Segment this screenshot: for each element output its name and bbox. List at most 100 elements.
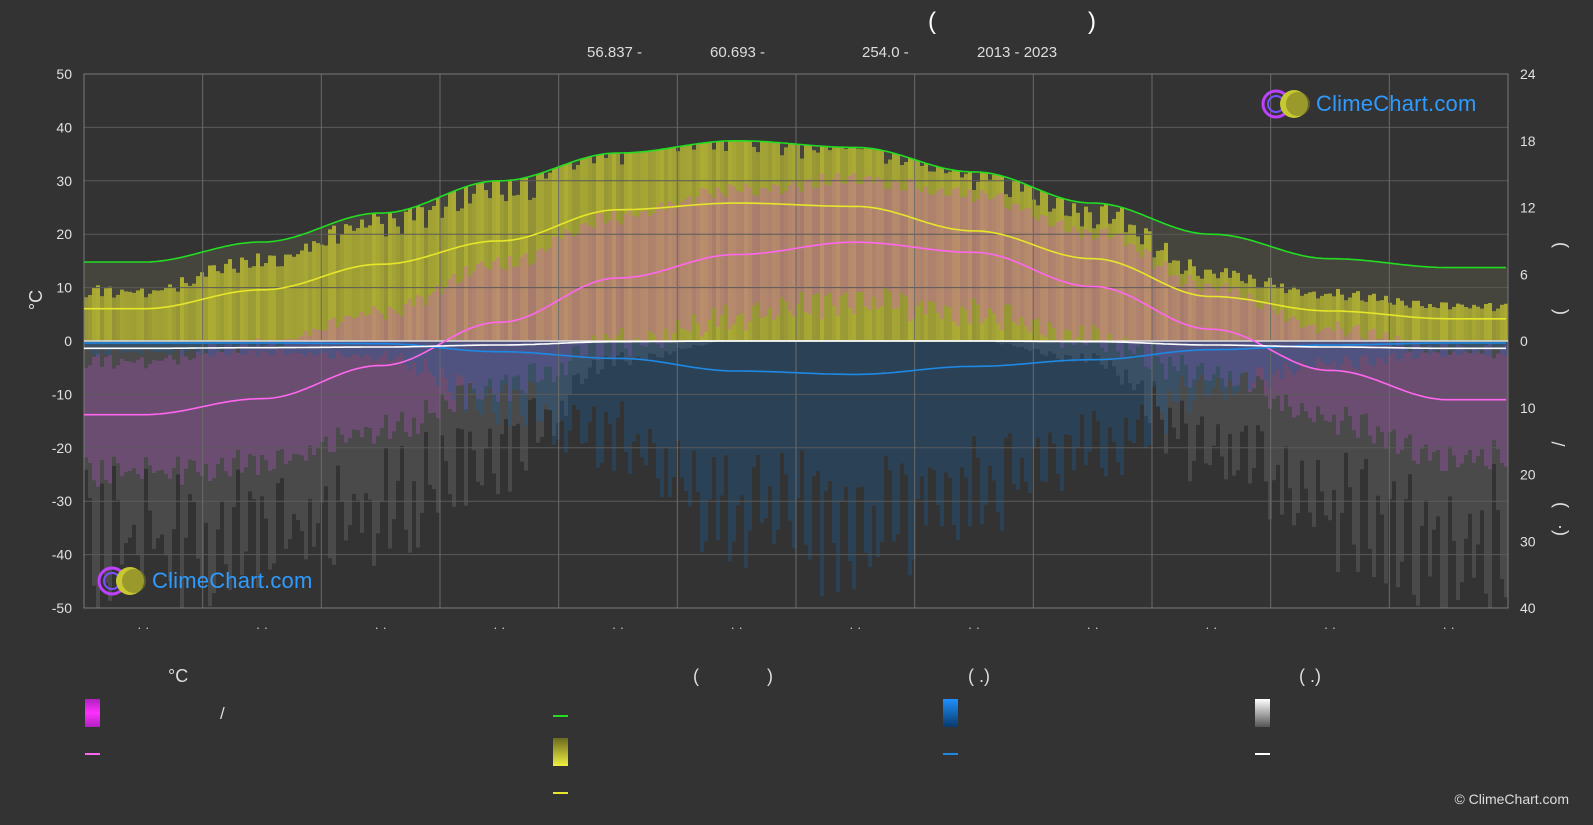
rain-strip: [1200, 341, 1204, 376]
rain-strip: [1344, 341, 1348, 356]
temp-range-strip: [1048, 226, 1052, 323]
sunshine-strip: [144, 297, 148, 341]
temp-range-strip: [852, 173, 856, 314]
temp-range-strip: [1496, 353, 1500, 450]
chart-bands: [84, 140, 1508, 608]
sunshine-strip: [376, 216, 380, 341]
temp-range-strip: [800, 191, 804, 293]
snow-strip: [996, 341, 1000, 344]
sunshine-strip: [1468, 308, 1472, 341]
sunshine-strip: [180, 277, 184, 341]
temp-range-strip: [108, 355, 112, 484]
rain-strip: [628, 341, 632, 475]
sunshine-strip: [1288, 289, 1292, 341]
rain-strip: [128, 341, 132, 352]
snow-strip: [672, 341, 676, 352]
snow-strip: [412, 341, 416, 482]
rain-strip: [1128, 341, 1132, 441]
snow-strip: [1304, 341, 1308, 489]
temp-range-strip: [1504, 344, 1508, 467]
rain-strip: [744, 341, 748, 568]
temp-range-strip: [1248, 293, 1252, 393]
snow-strip: [308, 341, 312, 499]
rain-strip: [1280, 341, 1284, 379]
temp-range-strip: [1324, 327, 1328, 421]
sunshine-strip: [1264, 281, 1268, 341]
sunshine-strip: [940, 167, 944, 341]
snow-strip: [180, 341, 184, 608]
month-tick-label: · ·: [375, 620, 387, 635]
rain-strip: [1264, 341, 1268, 381]
sunshine-strip: [1260, 287, 1264, 341]
temp-range-strip: [1076, 231, 1080, 338]
daylight-line: [84, 140, 1506, 269]
temp-range-strip: [1180, 286, 1184, 355]
snow-strip: [1448, 341, 1452, 497]
sunshine-strip: [1180, 273, 1184, 341]
logo-bottom[interactable]: ClimeChart.com: [96, 565, 313, 597]
rain-strip: [508, 341, 512, 426]
sunshine-strip: [580, 158, 584, 341]
sunshine-strip: [1416, 300, 1420, 341]
month-tick-label: · ·: [493, 620, 505, 635]
sunshine-strip: [836, 147, 840, 341]
rain-strip: [636, 341, 640, 435]
temp-range-strip: [580, 224, 584, 359]
temp-range-strip: [724, 197, 728, 305]
sunshine-strip: [1368, 295, 1372, 341]
sunshine-strip: [1384, 295, 1388, 341]
sunshine-strip: [896, 154, 900, 341]
snow-strip: [1280, 341, 1284, 515]
sunshine-strip: [316, 243, 320, 341]
snow-strip: [1444, 341, 1448, 608]
snow-strip: [1112, 341, 1116, 367]
temp-range-strip: [672, 203, 676, 334]
rain-strip: [872, 341, 876, 506]
left-tick-label: -10: [52, 386, 72, 402]
snow-strip: [156, 341, 160, 539]
rain-strip: [468, 341, 472, 383]
logo-top[interactable]: ClimeChart.com: [1260, 88, 1477, 120]
snow-strip: [584, 341, 588, 379]
rain-strip: [796, 341, 800, 499]
temp-range-strip: [248, 349, 252, 455]
sunshine-strip: [288, 254, 292, 341]
daylight-strip: [1344, 259, 1348, 341]
sunshine-strip: [1024, 184, 1028, 341]
rain-strip: [1432, 341, 1436, 352]
temp-range-strip: [1336, 321, 1340, 435]
snow-strip: [1248, 341, 1252, 484]
sunshine-strip: [1112, 218, 1116, 341]
rain-strip: [1252, 341, 1256, 383]
temp-range-strip: [1292, 315, 1296, 418]
temp-range-strip: [756, 195, 760, 303]
chart-grid: [83, 73, 1509, 609]
rain-strip: [788, 341, 792, 521]
sunshine-strip: [1272, 284, 1276, 341]
snow-strip: [464, 341, 468, 506]
temp-range-strip: [828, 185, 832, 293]
sunshine-strip: [1424, 308, 1428, 341]
temp-range-strip: [160, 360, 164, 470]
temp-range-strip: [1452, 350, 1456, 456]
daylight-strip: [1480, 267, 1484, 341]
sunshine-strip: [664, 148, 668, 341]
sunshine-strip: [432, 205, 436, 341]
rain-strip: [1204, 341, 1208, 396]
rain-strip: [1120, 341, 1124, 475]
sunshine-strip: [280, 266, 284, 341]
rain-strip: [1340, 341, 1344, 365]
snow-strip: [1012, 341, 1016, 347]
sunshine-strip: [676, 151, 680, 341]
rain-strip: [520, 341, 524, 416]
snow-strip: [652, 341, 656, 355]
sunshine-strip: [1144, 228, 1148, 341]
snow-strip: [256, 341, 260, 588]
legend-rain-line: [943, 753, 958, 755]
temp-range-strip: [996, 194, 1000, 324]
rain-strip: [620, 341, 624, 402]
snow-strip: [436, 341, 440, 513]
snow-strip: [292, 341, 296, 515]
sunshine-strip: [1432, 307, 1436, 341]
snow-strip: [160, 341, 164, 535]
